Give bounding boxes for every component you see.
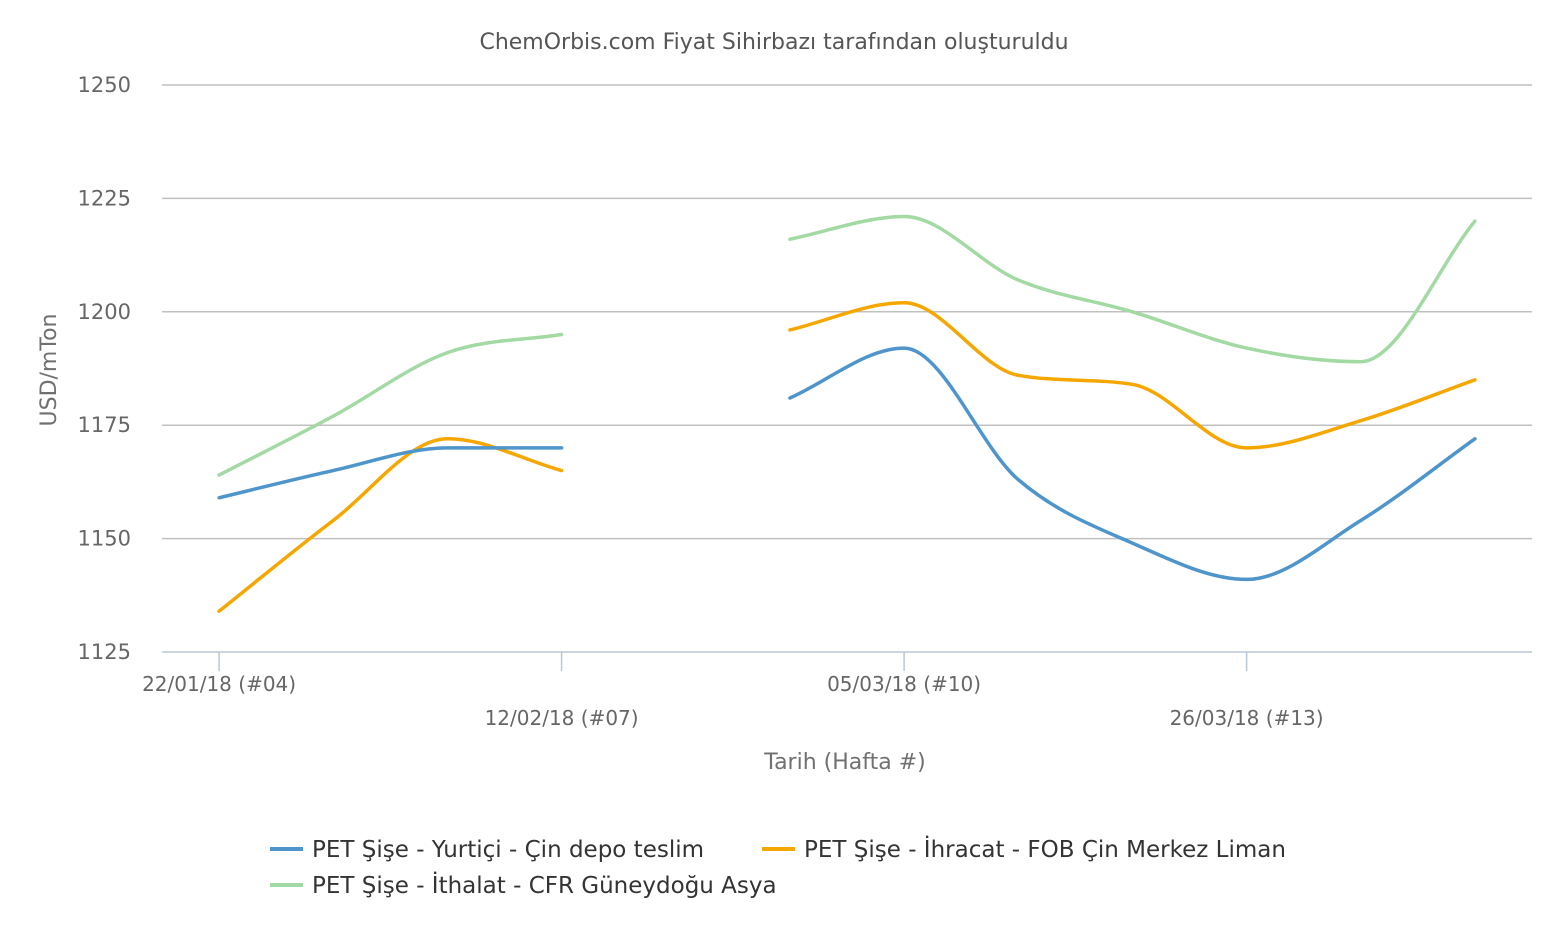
legend: PET Şişe - Yurtiçi - Çin depo teslim PET … [270, 835, 1286, 899]
x-tick-label: 05/03/18 (#10) [827, 672, 981, 696]
x-tick-label: 26/03/18 (#13) [1170, 706, 1324, 730]
legend-item-2[interactable]: PET Şişe - İhracat - FOB Çin Merkez Lima… [762, 835, 1286, 863]
legend-label: PET Şişe - İhracat - FOB Çin Merkez Lima… [804, 835, 1286, 863]
legend-label: PET Şişe - İthalat - CFR Güneydoğu Asya [312, 871, 777, 899]
series-1-line-segment-1 [217, 446, 564, 500]
y-tick-label: 1225 [78, 186, 131, 210]
legend-item-1[interactable]: PET Şişe - Yurtiçi - Çin depo teslim [270, 837, 704, 863]
series-layer [217, 214, 1477, 613]
chart-title: ChemOrbis.com Fiyat Sihirbazı tarafından… [479, 30, 1068, 55]
y-tick-label: 1200 [78, 300, 131, 324]
x-tick-label: 22/01/18 (#04) [142, 672, 296, 696]
x-tick-label: 12/02/18 (#07) [485, 706, 639, 730]
legend-item-3[interactable]: PET Şişe - İthalat - CFR Güneydoğu Asya [270, 871, 777, 899]
series-3-line-segment-2 [788, 214, 1477, 364]
series-1-line-segment-2 [788, 346, 1477, 582]
y-tick-label: 1125 [78, 640, 131, 664]
series-3-line-segment-1 [217, 332, 564, 477]
series-2-line-segment-1 [217, 437, 564, 613]
series-2-line-segment-2 [788, 300, 1477, 450]
y-axis-label: USD/mTon [37, 314, 62, 427]
y-tick-label: 1175 [78, 413, 131, 437]
series-2 [217, 300, 1477, 613]
y-tick-label: 1250 [78, 73, 131, 97]
series-3 [217, 214, 1477, 477]
y-tick-label: 1150 [78, 527, 131, 551]
legend-label: PET Şişe - Yurtiçi - Çin depo teslim [312, 837, 704, 863]
series-1 [217, 346, 1477, 582]
grid-layer: 1125 1150 1175 1200 1225 1250 [78, 73, 1532, 664]
x-axis: 22/01/18 (#04) 12/02/18 (#07) 05/03/18 (#1… [142, 651, 1532, 730]
x-axis-label: Tarih (Hafta #) [763, 750, 925, 775]
